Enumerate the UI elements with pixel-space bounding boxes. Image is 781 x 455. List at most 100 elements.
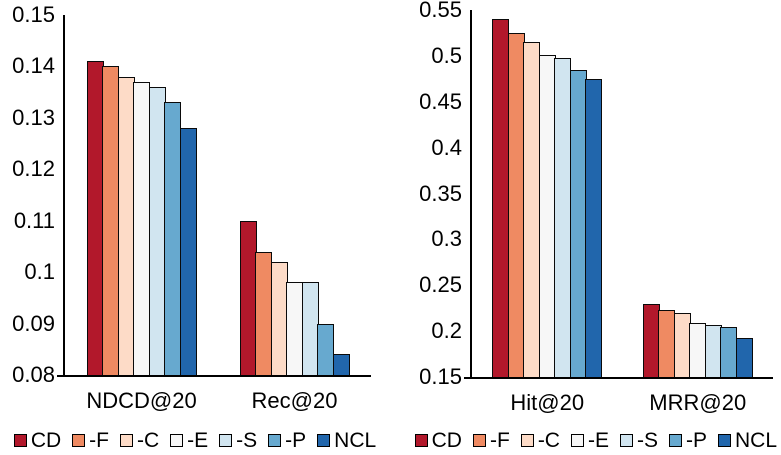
bar-c-mrr-20 <box>673 312 691 377</box>
bar-c-hit-20 <box>523 42 541 377</box>
legend-swatch-icon <box>317 434 331 447</box>
legend-label: -E <box>187 429 209 452</box>
legend-swatch-icon <box>219 434 233 447</box>
bar-ncl-rec-20 <box>332 354 350 375</box>
axis-corner-tick <box>464 377 472 379</box>
y-tick-label-0-15: 0.15 <box>419 364 462 389</box>
legend-swatch-icon <box>619 434 633 447</box>
y-tick-label-0-15: 0.15 <box>12 2 55 27</box>
legend-label: -S <box>636 429 658 452</box>
legend-item-p: -P <box>268 430 306 451</box>
legend-swatch-icon <box>668 434 682 447</box>
legend-label: -P <box>285 429 307 452</box>
legend-swatch-icon <box>13 434 27 447</box>
legend-label: -F <box>489 429 510 452</box>
category-label-rec-20: Rec@20 <box>251 388 338 413</box>
legend-item-f: -F <box>472 429 510 452</box>
axis-corner-tick <box>57 375 65 377</box>
bar-f-mrr-20 <box>658 310 676 377</box>
chart-panel-ndcd-rec: 0.15 0.14 0.13 0.12 0.11 0.1 0.09 0.08 NDCD@20 Re… <box>0 0 390 455</box>
legend-item-cd: CD <box>13 429 62 452</box>
bar-cd-mrr-20 <box>642 303 660 377</box>
bar-f-ndcd-20 <box>102 66 119 375</box>
category-label-mrr-20: MRR@20 <box>649 390 747 415</box>
y-tick-label-0-3: 0.3 <box>431 226 462 252</box>
bar-s-hit-20 <box>554 57 572 377</box>
legend-swatch-icon <box>570 434 584 447</box>
legend-label: -S <box>236 429 258 452</box>
legend-label: NCL <box>334 429 377 452</box>
y-tick-label-0-08: 0.08 <box>12 362 55 387</box>
bar-group-hit-20 <box>492 10 603 377</box>
bar-cd-ndcd-20 <box>86 61 104 375</box>
legend: CD -F -C -E -S -P NCL <box>0 430 390 451</box>
bar-ncl-hit-20 <box>585 78 603 377</box>
legend-label: -C <box>136 429 160 452</box>
bar-cd-hit-20 <box>492 19 510 377</box>
bar-c-ndcd-20 <box>117 76 135 375</box>
legend-swatch-icon <box>472 434 486 447</box>
bar-e-mrr-20 <box>689 322 707 377</box>
bar-p-rec-20 <box>317 323 334 375</box>
category-label-ndcd-20: NDCD@20 <box>86 388 197 413</box>
bar-group-rec-20 <box>239 15 350 375</box>
y-tick-label-0-4: 0.4 <box>431 134 462 160</box>
legend-swatch-icon <box>119 434 133 447</box>
y-tick-label-0-2: 0.2 <box>431 318 462 344</box>
bar-e-rec-20 <box>286 282 303 375</box>
bar-f-rec-20 <box>255 251 272 375</box>
bar-p-mrr-20 <box>720 326 738 377</box>
chart-panel-hit-mrr: 0.55 0.5 0.45 0.4 0.35 0.3 0.25 0.2 0.15 Hit@20 MR… <box>390 0 781 455</box>
y-tick-label-0-5: 0.5 <box>431 42 462 68</box>
y-tick-label-0-55: 0.55 <box>419 0 462 22</box>
legend-item-p: -P <box>668 429 707 452</box>
plot-area: 0.15 0.14 0.13 0.12 0.11 0.1 0.09 0.08 NDCD@20 Re… <box>12 4 371 413</box>
legend-label: -F <box>89 429 109 452</box>
legend-label: -E <box>587 429 609 452</box>
legend-swatch-icon <box>170 434 184 447</box>
legend-label: -P <box>685 429 707 452</box>
legend-item-s: -S <box>219 430 257 451</box>
bar-ncl-ndcd-20 <box>179 128 197 375</box>
legend-swatch-icon <box>72 434 86 447</box>
legend-label: CD <box>431 429 462 452</box>
bar-s-rec-20 <box>301 282 319 375</box>
legend-label: CD <box>30 429 62 452</box>
legend-swatch-icon <box>414 434 428 447</box>
legend-item-ncl: NCL <box>317 430 376 451</box>
bar-p-ndcd-20 <box>164 102 181 375</box>
legend-swatch-icon <box>717 434 731 447</box>
legend-item-c: -C <box>520 429 560 452</box>
y-tick-label-0-14: 0.14 <box>12 53 55 79</box>
y-tick-label-0-11: 0.11 <box>13 207 55 233</box>
legend-swatch-icon <box>268 434 282 447</box>
plot-area: 0.55 0.5 0.45 0.4 0.35 0.3 0.25 0.2 0.15 Hit@20 MR… <box>419 0 773 415</box>
bar-s-ndcd-20 <box>148 87 166 375</box>
legend-label: -C <box>537 429 560 452</box>
y-tick-label-0-45: 0.45 <box>419 88 462 114</box>
legend-item-e: -E <box>570 429 609 452</box>
bar-cd-rec-20 <box>239 220 257 375</box>
legend-item-c: -C <box>119 429 160 452</box>
legend-item-e: -E <box>170 430 208 451</box>
y-tick-label-0-09: 0.09 <box>12 310 55 336</box>
y-tick-label-0-1: 0.1 <box>24 259 55 285</box>
bar-f-hit-20 <box>507 32 525 377</box>
y-tick-label-0-35: 0.35 <box>419 180 462 206</box>
category-label-hit-20: Hit@20 <box>510 390 585 415</box>
legend-swatch-icon <box>520 434 534 447</box>
legend-item-f: -F <box>72 430 109 451</box>
bar-c-rec-20 <box>270 261 288 375</box>
legend: CD -F -C -E -S -P NCL <box>390 430 781 451</box>
y-tick-label-0-25: 0.25 <box>419 272 462 298</box>
bar-s-mrr-20 <box>704 324 722 377</box>
bar-e-hit-20 <box>538 54 556 377</box>
bar-group-ndcd-20 <box>86 15 197 375</box>
bar-p-hit-20 <box>569 69 587 377</box>
legend-item-ncl: NCL <box>717 429 777 452</box>
bar-e-ndcd-20 <box>133 81 150 375</box>
legend-label: NCL <box>734 429 777 452</box>
y-tick-label-0-13: 0.13 <box>12 104 55 130</box>
y-tick-label-0-12: 0.12 <box>12 156 55 182</box>
